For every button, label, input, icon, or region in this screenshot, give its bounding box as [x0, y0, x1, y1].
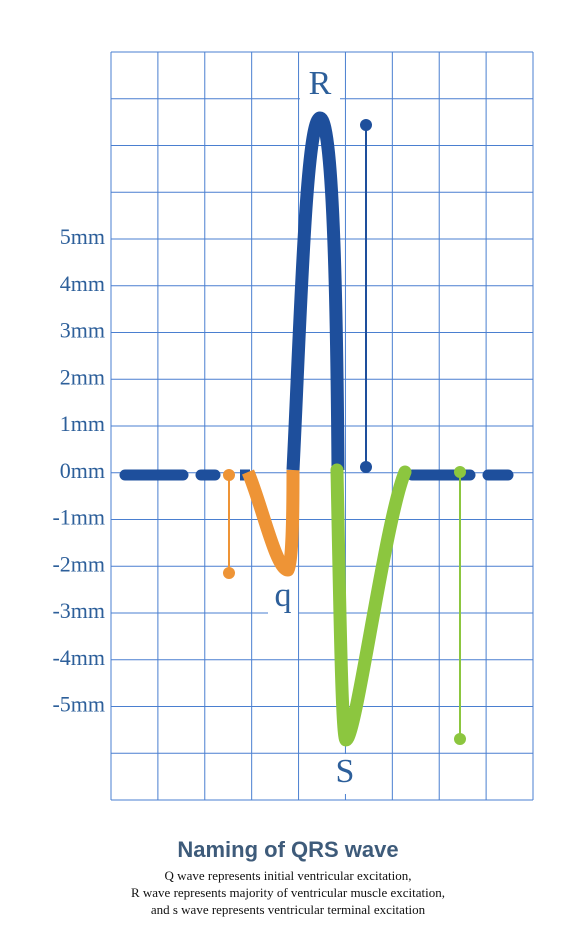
s-marker: [454, 466, 466, 745]
y-labels: 5mm 4mm 3mm 2mm 1mm 0mm -1mm -2mm -3mm -4mm -5mm: [52, 224, 105, 717]
y-label: 1mm: [60, 411, 105, 436]
y-label: 5mm: [60, 224, 105, 249]
r-label: R: [309, 65, 332, 102]
r-marker: [360, 119, 372, 473]
r-wave: [286, 111, 345, 471]
y-label: -1mm: [52, 505, 105, 530]
description: and s wave represents ventricular termin…: [151, 902, 426, 917]
y-label: 2mm: [60, 364, 105, 389]
description: Q wave represents initial ventricular ex…: [165, 868, 412, 883]
label-bg: [328, 754, 364, 794]
q-wave: [241, 469, 300, 577]
y-label: -3mm: [52, 598, 105, 623]
y-label: 0mm: [60, 458, 105, 483]
s-wave: [330, 463, 412, 747]
q-marker: [223, 469, 235, 579]
y-label: 3mm: [60, 318, 105, 343]
s-label: S: [336, 753, 355, 790]
y-label: -4mm: [52, 645, 105, 670]
grid: [110, 51, 534, 801]
q-label: q: [275, 577, 292, 614]
title: Naming of QRS wave: [177, 837, 398, 862]
label-bg: [300, 66, 340, 106]
description: R wave represents majority of ventricula…: [131, 885, 445, 900]
y-label: -2mm: [52, 551, 105, 576]
y-label: 4mm: [60, 271, 105, 296]
label-bg: [268, 580, 298, 616]
y-label: -5mm: [52, 692, 105, 717]
